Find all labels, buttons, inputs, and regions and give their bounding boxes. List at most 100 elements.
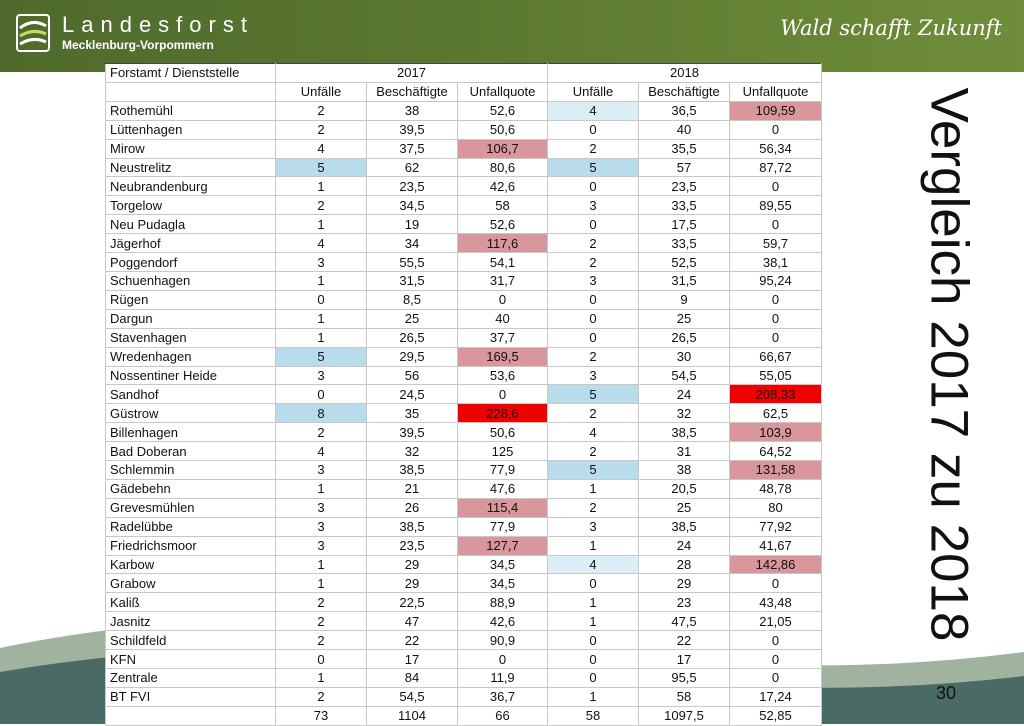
value-cell: 0 xyxy=(457,289,548,310)
value-cell: 4 xyxy=(275,233,367,254)
table-row: Radelübbe 3 38,5 77,9 3 38,5 77,92 xyxy=(105,516,822,537)
value-cell: 1 xyxy=(275,270,367,291)
value-cell: 21,05 xyxy=(729,611,822,632)
office-name-cell: Lüttenhagen xyxy=(105,119,276,140)
value-cell: 54,1 xyxy=(457,252,548,272)
value-cell: 48,78 xyxy=(729,478,822,499)
column-header: Unfälle xyxy=(275,81,367,102)
value-cell: 26 xyxy=(366,497,458,518)
value-cell: 115,4 xyxy=(457,497,548,518)
column-header: Beschäftigte xyxy=(638,81,730,102)
brand-subtitle: Mecklenburg-Vorpommern xyxy=(62,38,214,52)
value-cell: 8,5 xyxy=(366,289,458,310)
table-row: Neubrandenburg 1 23,5 42,6 0 23,5 0 xyxy=(105,176,822,197)
total-value-cell: 1097,5 xyxy=(638,705,730,726)
value-cell: 77,9 xyxy=(457,460,548,480)
table-row: Stavenhagen 1 26,5 37,7 0 26,5 0 xyxy=(105,327,822,348)
value-cell: 1 xyxy=(275,327,367,348)
value-cell: 2 xyxy=(547,403,639,424)
value-cell: 52,5 xyxy=(638,252,730,272)
office-name-cell: Neu Pudagla xyxy=(105,214,276,235)
value-cell: 2 xyxy=(275,119,367,140)
value-cell: 24 xyxy=(638,384,730,405)
value-cell: 30 xyxy=(638,346,730,367)
value-cell: 142,86 xyxy=(729,554,822,575)
value-cell: 0 xyxy=(547,308,639,329)
table-row: Friedrichsmoor 3 23,5 127,7 1 24 41,67 xyxy=(105,535,822,556)
value-cell: 5 xyxy=(547,384,639,405)
value-cell: 1 xyxy=(275,668,367,688)
value-cell: 38 xyxy=(638,460,730,480)
table-row: Bad Doberan 4 32 125 2 31 64,52 xyxy=(105,441,822,462)
total-value-cell: 58 xyxy=(547,705,639,726)
value-cell: 33,5 xyxy=(638,233,730,254)
value-cell: 59,7 xyxy=(729,233,822,254)
value-cell: 0 xyxy=(547,573,639,594)
value-cell: 103,9 xyxy=(729,422,822,443)
value-cell: 0 xyxy=(547,119,639,140)
value-cell: 1 xyxy=(275,176,367,197)
value-cell: 1 xyxy=(275,308,367,329)
office-name-cell: Neustrelitz xyxy=(105,157,276,178)
label-column-header: Forstamt / Dienststelle xyxy=(105,63,276,83)
value-cell: 2 xyxy=(275,592,367,613)
value-cell: 4 xyxy=(547,422,639,443)
table-row: Güstrow 8 35 228,6 2 32 62,5 xyxy=(105,403,822,424)
value-cell: 23 xyxy=(638,592,730,613)
total-value-cell: 73 xyxy=(275,705,367,726)
value-cell: 1 xyxy=(275,554,367,575)
value-cell: 131,58 xyxy=(729,460,822,480)
value-cell: 22 xyxy=(366,630,458,651)
value-cell: 0 xyxy=(547,176,639,197)
value-cell: 3 xyxy=(547,195,639,216)
value-cell: 2 xyxy=(547,138,639,159)
office-name-cell: Jägerhof xyxy=(105,233,276,254)
value-cell: 53,6 xyxy=(457,365,548,386)
header-banner: Landesforst Mecklenburg-Vorpommern Wald … xyxy=(0,0,1024,72)
table-row: Wredenhagen 5 29,5 169,5 2 30 66,67 xyxy=(105,346,822,367)
value-cell: 31,5 xyxy=(638,270,730,291)
table-row: Jägerhof 4 34 117,6 2 33,5 59,7 xyxy=(105,233,822,254)
value-cell: 24,5 xyxy=(366,384,458,405)
value-cell: 57 xyxy=(638,157,730,178)
value-cell: 8 xyxy=(275,403,367,424)
value-cell: 4 xyxy=(547,100,639,121)
office-name-cell: Mirow xyxy=(105,138,276,159)
value-cell: 62 xyxy=(366,157,458,178)
value-cell: 3 xyxy=(275,535,367,556)
value-cell: 37,7 xyxy=(457,327,548,348)
column-header: Unfallquote xyxy=(457,81,548,102)
office-name-cell: Billenhagen xyxy=(105,422,276,443)
column-header-row: Unfälle Beschäftigte Unfallquote Unfälle… xyxy=(105,81,822,102)
table-row: Sandhof 0 24,5 0 5 24 208,33 xyxy=(105,384,822,405)
value-cell: 31,7 xyxy=(457,270,548,291)
value-cell: 17 xyxy=(366,649,458,669)
value-cell: 2 xyxy=(547,497,639,518)
value-cell: 4 xyxy=(275,441,367,462)
year-2018-header: 2018 xyxy=(547,63,822,83)
value-cell: 87,72 xyxy=(729,157,822,178)
brand-name: Landesforst xyxy=(62,12,254,37)
totals-label-cell xyxy=(105,705,276,726)
office-name-cell: Friedrichsmoor xyxy=(105,535,276,556)
column-header: Unfälle xyxy=(547,81,639,102)
value-cell: 34,5 xyxy=(457,554,548,575)
table-row: Rügen 0 8,5 0 0 9 0 xyxy=(105,289,822,310)
value-cell: 47 xyxy=(366,611,458,632)
office-name-cell: Jasnitz xyxy=(105,611,276,632)
table-row: Poggendorf 3 55,5 54,1 2 52,5 38,1 xyxy=(105,252,822,272)
value-cell: 38 xyxy=(366,100,458,121)
value-cell: 36,5 xyxy=(638,100,730,121)
value-cell: 25 xyxy=(366,308,458,329)
table-row: Schlemmin 3 38,5 77,9 5 38 131,58 xyxy=(105,460,822,480)
value-cell: 39,5 xyxy=(366,119,458,140)
value-cell: 3 xyxy=(547,270,639,291)
value-cell: 11,9 xyxy=(457,668,548,688)
landesforst-logo-icon xyxy=(16,14,50,52)
value-cell: 5 xyxy=(547,460,639,480)
value-cell: 40 xyxy=(638,119,730,140)
value-cell: 17,5 xyxy=(638,214,730,235)
value-cell: 28 xyxy=(638,554,730,575)
value-cell: 43,48 xyxy=(729,592,822,613)
value-cell: 26,5 xyxy=(366,327,458,348)
